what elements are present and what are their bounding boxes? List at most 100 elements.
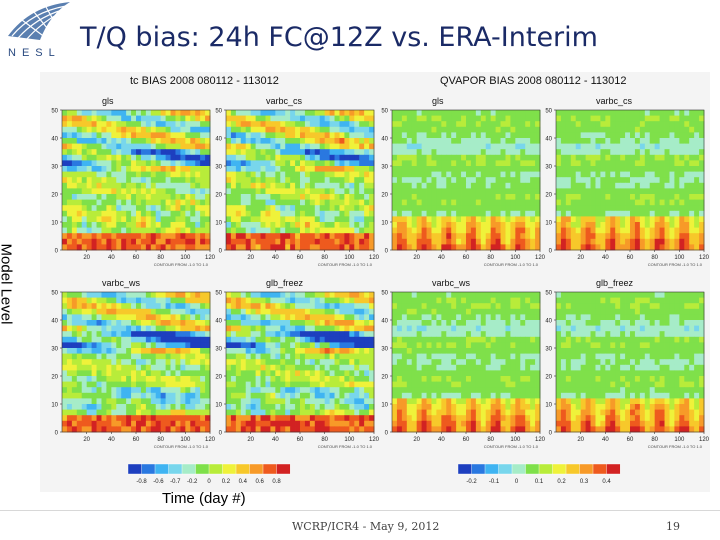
colorbar-label: 0	[515, 479, 519, 485]
panel-label: varbc_cs	[266, 96, 303, 106]
x-tick-label: 40	[602, 255, 609, 261]
colorbar-swatch	[525, 463, 540, 475]
colorbar-label: 0.2	[222, 479, 231, 485]
y-tick-label: 50	[545, 109, 552, 115]
colorbar-label: 0.4	[602, 479, 611, 485]
right-group-title: QVAPOR BIAS 2008 080112 - 113012	[440, 75, 627, 87]
x-tick-label: 60	[627, 437, 634, 443]
heatmap-cells	[556, 292, 705, 433]
y-tick-label: 0	[549, 249, 553, 255]
x-tick-label: 100	[674, 437, 685, 443]
x-tick-label: 20	[577, 255, 584, 261]
y-tick-label: 0	[385, 249, 389, 255]
x-tick-label: 20	[247, 255, 254, 261]
colorbars: -0.8 -0.6 -0.7 -0.2 0 0.2 0.4 0.6 0.8 -0.2 -0.1 0 0.…	[127, 463, 621, 485]
colorbar-label: 0.4	[239, 479, 248, 485]
y-tick-label: 40	[215, 137, 222, 143]
x-tick-label: 120	[699, 437, 710, 443]
y-tick-label: 10	[51, 221, 58, 227]
left-group-title: tc BIAS 2008 080112 - 113012	[130, 75, 279, 87]
x-axis-label: Time (day #)	[162, 490, 246, 507]
panel-qvapor-varbc_cs: varbc_cs 0 10 20 30 40 50 20 40 60 80 100 120CONTOUR…	[545, 96, 709, 267]
heatmap-cells	[62, 110, 211, 251]
x-tick-label: 80	[487, 437, 494, 443]
x-tick-label: 80	[321, 437, 328, 443]
colorbar-label: 0	[207, 479, 211, 485]
y-tick-label: 30	[381, 347, 388, 353]
colorbar-swatch	[579, 463, 594, 475]
x-tick-label: 120	[205, 437, 216, 443]
x-tick-label: 100	[344, 255, 355, 261]
x-tick-label: 80	[651, 255, 658, 261]
x-tick-label: 100	[510, 255, 521, 261]
y-tick-label: 50	[215, 291, 222, 297]
y-tick-label: 30	[215, 165, 222, 171]
y-tick-label: 20	[381, 193, 388, 199]
y-tick-label: 20	[51, 193, 58, 199]
y-tick-label: 20	[215, 375, 222, 381]
colorbar-swatch	[511, 463, 527, 475]
colorbar-qvapor: -0.2 -0.1 0 0.1 0.2 0.3 0.4	[457, 463, 621, 485]
x-tick-label: 40	[438, 437, 445, 443]
y-tick-label: 30	[51, 347, 58, 353]
colorbar-label: 0.2	[557, 479, 566, 485]
x-tick-label: 40	[272, 255, 279, 261]
y-tick-label: 30	[381, 165, 388, 171]
y-tick-label: 10	[215, 221, 222, 227]
x-tick-label: 120	[535, 255, 546, 261]
bias-figure: tc BIAS 2008 080112 - 113012 QVAPOR BIAS…	[40, 72, 710, 492]
colorbar-swatch	[552, 463, 567, 475]
x-tick-label: 100	[344, 437, 355, 443]
colorbar-swatch	[471, 463, 486, 475]
footer-text: WCRP/ICR4 - May 9, 2012	[292, 520, 440, 533]
y-tick-label: 50	[381, 291, 388, 297]
x-tick-label: 60	[627, 255, 634, 261]
x-tick-label: 20	[83, 255, 90, 261]
x-tick-label: 60	[297, 255, 304, 261]
panel-label: varbc_cs	[596, 96, 633, 106]
colorbar-swatch	[141, 463, 156, 475]
x-tick-label: 60	[133, 255, 140, 261]
y-tick-label: 30	[545, 347, 552, 353]
panel-tc-varbc_ws: varbc_ws 0 10 20 30 40 50 20 40 60 80 100 120CONTOUR…	[51, 278, 215, 449]
x-tick-label: 20	[577, 437, 584, 443]
y-tick-label: 10	[215, 403, 222, 409]
y-tick-label: 10	[381, 403, 388, 409]
colorbar-label: -0.2	[466, 479, 477, 485]
panel-label: varbc_ws	[102, 278, 141, 288]
y-tick-label: 50	[215, 109, 222, 115]
y-tick-label: 50	[51, 291, 58, 297]
heatmap-cells	[226, 292, 375, 433]
nesl-logo: NESL	[8, 2, 70, 59]
colorbar-swatch	[538, 463, 554, 475]
x-tick-label: 80	[487, 255, 494, 261]
x-tick-label: 100	[180, 255, 191, 261]
page-number: 19	[666, 520, 680, 533]
panel-label: glb_freez	[266, 278, 304, 288]
colorbar-swatch	[606, 463, 621, 475]
colorbar-swatch	[457, 463, 473, 475]
y-tick-label: 20	[381, 375, 388, 381]
colorbar-label: -0.7	[170, 479, 181, 485]
colorbar-label: 0.6	[255, 479, 264, 485]
heatmap-cells	[62, 292, 211, 433]
y-tick-label: 40	[381, 319, 388, 325]
contour-note: CONTOUR FROM -1.0 TO 1.0	[154, 444, 209, 449]
heatmap-cells	[392, 292, 541, 433]
heatmap-cells	[226, 110, 375, 251]
contour-note: CONTOUR FROM -1.0 TO 1.0	[318, 262, 373, 267]
colorbar-label: -0.8	[136, 479, 147, 485]
contour-note: CONTOUR FROM -1.0 TO 1.0	[484, 444, 539, 449]
y-tick-label: 40	[51, 137, 58, 143]
colorbar-label: 0.1	[535, 479, 544, 485]
panel-qvapor-glb_freez: glb_freez 0 10 20 30 40 50 20 40 60 80 100 120CONTOU…	[545, 278, 709, 449]
y-tick-label: 10	[545, 221, 552, 227]
colorbar-swatch	[154, 463, 170, 475]
panel-label: gls	[432, 96, 444, 106]
heatmap-cells	[392, 110, 541, 251]
y-tick-label: 0	[549, 431, 553, 437]
y-tick-label: 20	[51, 375, 58, 381]
x-tick-label: 40	[108, 437, 115, 443]
colorbar-label: -0.2	[187, 479, 198, 485]
